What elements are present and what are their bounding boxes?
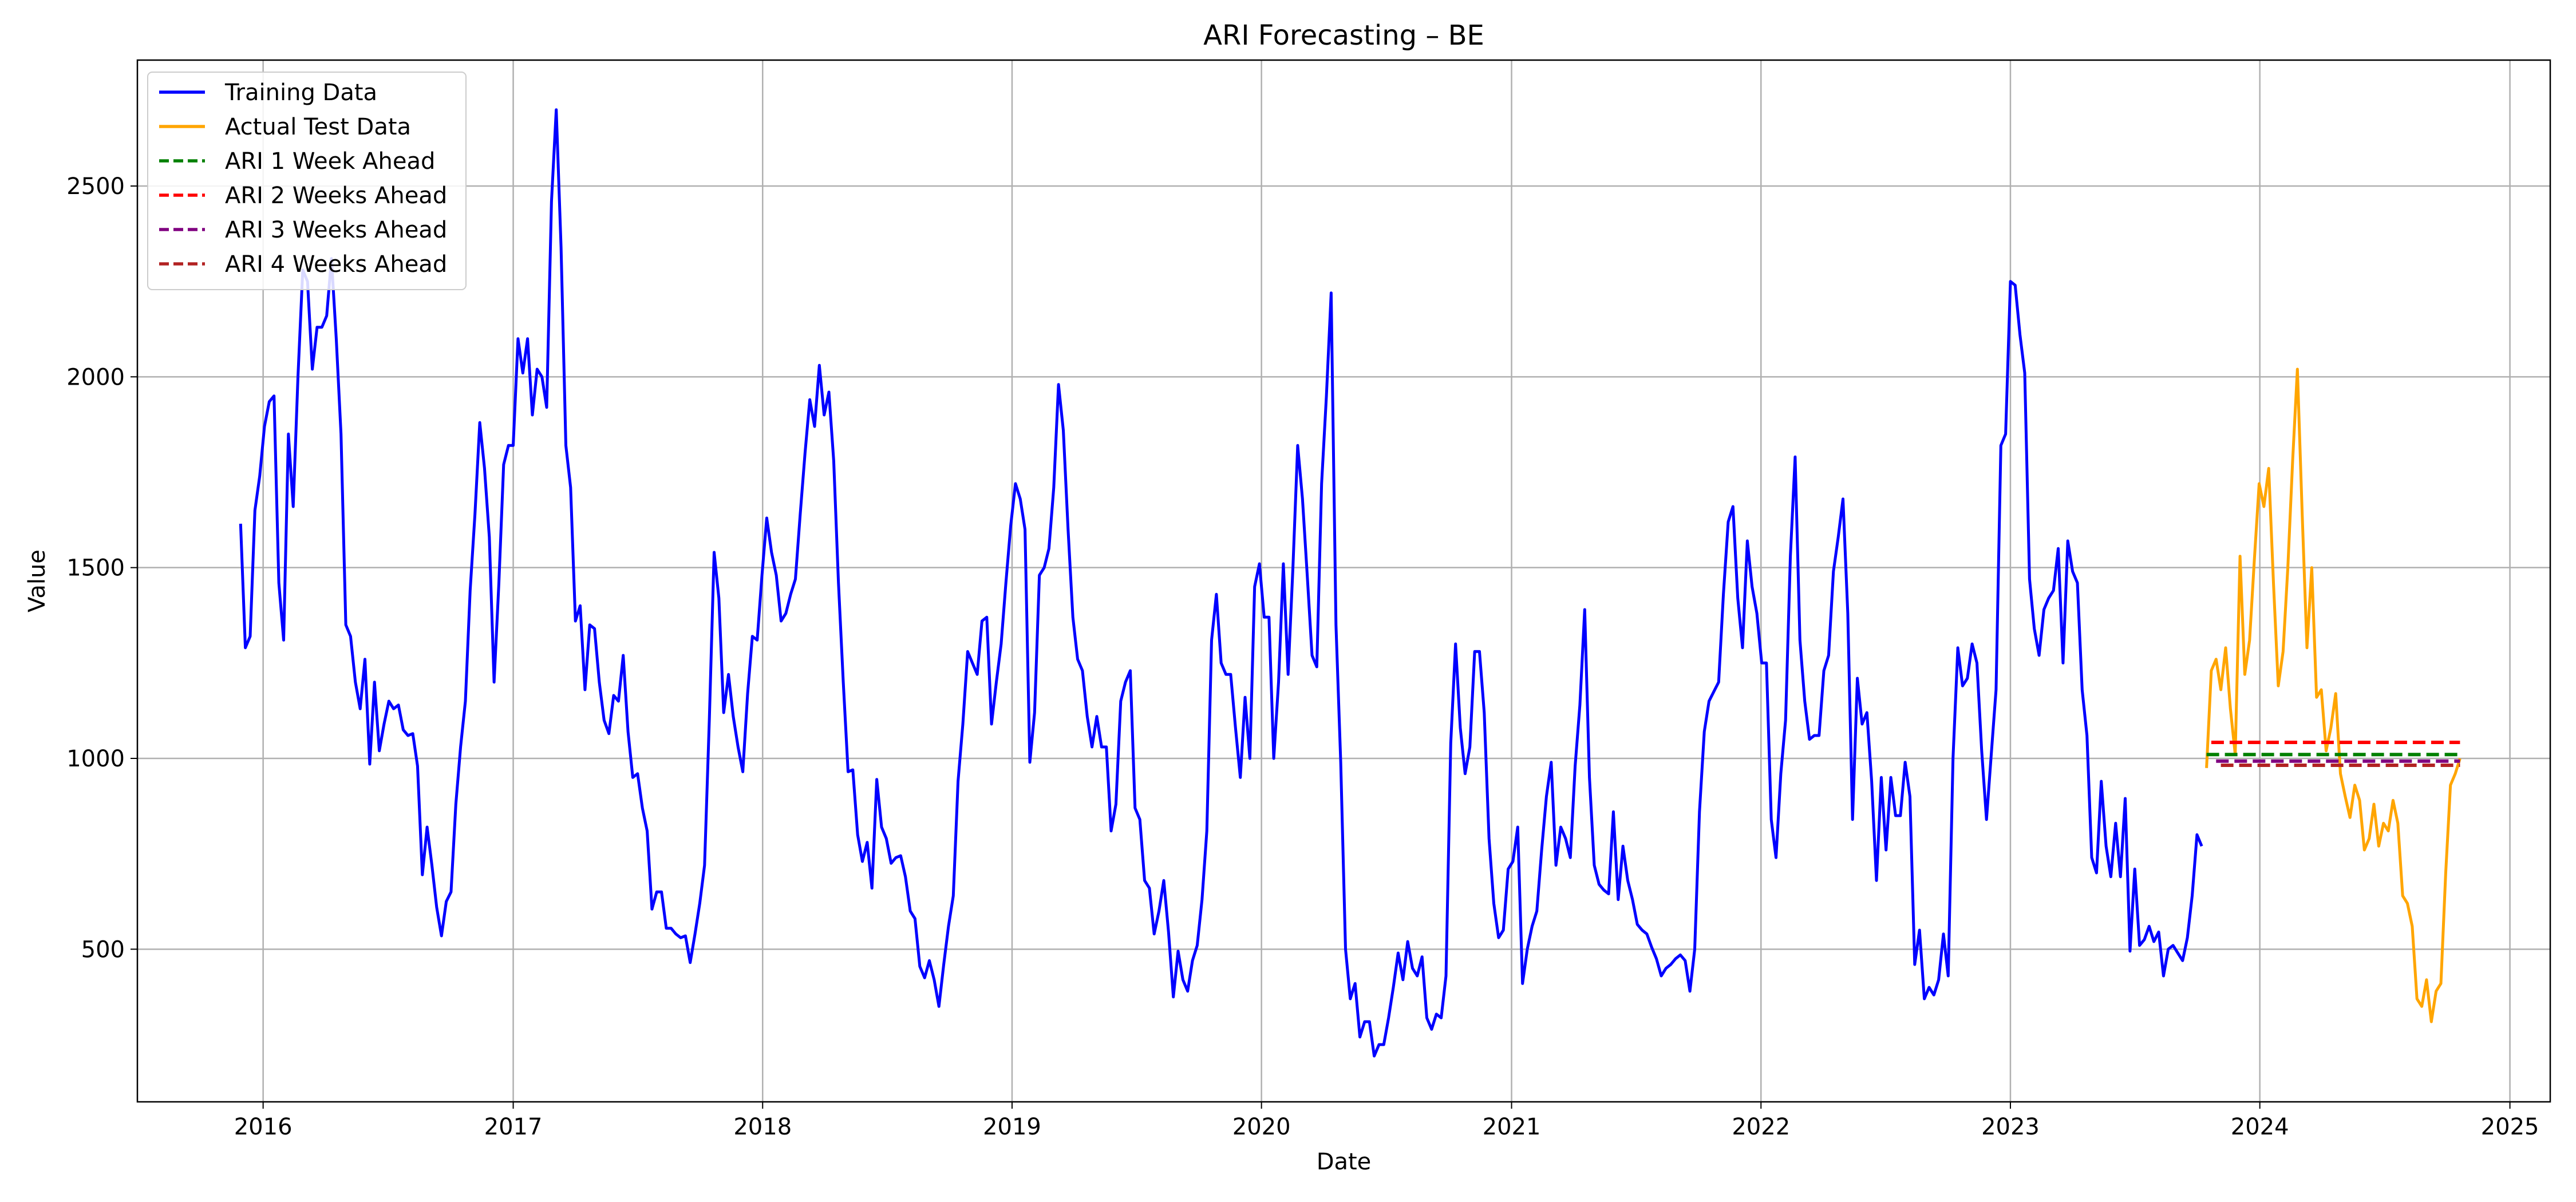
y-axis: 500 1000 1500 2000 2500 (66, 173, 137, 963)
chart-title: ARI Forecasting – BE (1203, 19, 1484, 52)
legend-label: Actual Test Data (225, 114, 411, 140)
x-tick-label: 2024 (2231, 1114, 2289, 1140)
legend-label: ARI 1 Week Ahead (225, 148, 435, 175)
series-layer (239, 108, 2462, 1058)
legend-label: ARI 4 Weeks Ahead (225, 251, 447, 278)
grid (137, 60, 2550, 1102)
y-tick-label: 2000 (66, 364, 125, 390)
x-tick-label: 2022 (1732, 1114, 1790, 1140)
y-tick-label: 2500 (66, 173, 125, 200)
y-tick-label: 500 (81, 936, 125, 963)
legend-label: ARI 3 Weeks Ahead (225, 217, 447, 243)
x-tick-label: 2021 (1483, 1114, 1541, 1140)
x-tick-label: 2023 (1981, 1114, 2040, 1140)
plot-frame (136, 59, 2551, 1103)
x-tick-label: 2019 (983, 1114, 1041, 1140)
legend-label: ARI 2 Weeks Ahead (225, 183, 447, 209)
legend: Training Data Actual Test Data ARI 1 Week … (147, 72, 467, 290)
x-tick-label: 2025 (2481, 1114, 2539, 1140)
x-tick-label: 2016 (234, 1114, 293, 1140)
x-axis-label: Date (1317, 1149, 1372, 1175)
series-line-actual-test-data (2205, 367, 2462, 1023)
y-tick-label: 1000 (66, 746, 125, 772)
x-tick-label: 2018 (733, 1114, 792, 1140)
x-axis: 2016 2017 2018 2019 2020 2021 2022 2023 2024 2025 (234, 1102, 2539, 1140)
x-tick-label: 2017 (484, 1114, 543, 1140)
series-line-training-data (239, 108, 2203, 1058)
legend-label: Training Data (224, 80, 377, 106)
legend-box (147, 72, 467, 290)
y-tick-label: 1500 (66, 555, 125, 582)
y-axis-label: Value (24, 549, 50, 612)
x-tick-label: 2020 (1232, 1114, 1291, 1140)
